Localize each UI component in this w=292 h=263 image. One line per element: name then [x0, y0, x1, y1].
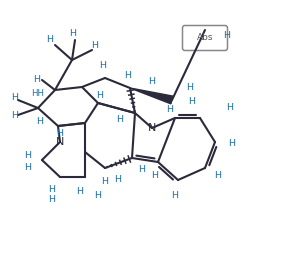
- Text: H: H: [229, 139, 236, 148]
- Polygon shape: [130, 88, 173, 104]
- Text: H: H: [187, 83, 194, 93]
- Text: H: H: [11, 110, 18, 119]
- Text: N: N: [148, 123, 156, 133]
- Text: H: H: [34, 75, 41, 84]
- Text: H: H: [48, 195, 55, 205]
- Text: H: H: [124, 70, 131, 79]
- Text: H: H: [48, 185, 55, 195]
- Text: H: H: [11, 94, 18, 103]
- Text: N: N: [56, 137, 64, 147]
- Text: H: H: [114, 175, 121, 185]
- FancyBboxPatch shape: [182, 26, 227, 50]
- Text: H: H: [95, 190, 102, 200]
- Text: H: H: [46, 36, 53, 44]
- Text: H: H: [25, 150, 32, 159]
- Text: H: H: [25, 164, 32, 173]
- Text: Abs: Abs: [197, 33, 213, 43]
- Text: H: H: [36, 118, 44, 127]
- Text: H: H: [96, 90, 103, 99]
- Text: HH: HH: [32, 89, 44, 98]
- Text: H: H: [138, 165, 145, 174]
- Text: H: H: [152, 170, 159, 180]
- Text: H: H: [215, 170, 222, 180]
- Text: H: H: [223, 31, 230, 39]
- Text: H: H: [69, 28, 77, 38]
- Text: H: H: [149, 78, 156, 87]
- Text: H: H: [100, 62, 107, 70]
- Text: H: H: [91, 41, 98, 49]
- Text: H: H: [117, 115, 124, 124]
- Text: H: H: [56, 129, 63, 138]
- Text: H: H: [102, 178, 109, 186]
- Text: H: H: [166, 105, 173, 114]
- Text: H: H: [77, 188, 84, 196]
- Text: H: H: [227, 104, 234, 113]
- Text: H: H: [171, 191, 178, 200]
- Text: H: H: [189, 98, 196, 107]
